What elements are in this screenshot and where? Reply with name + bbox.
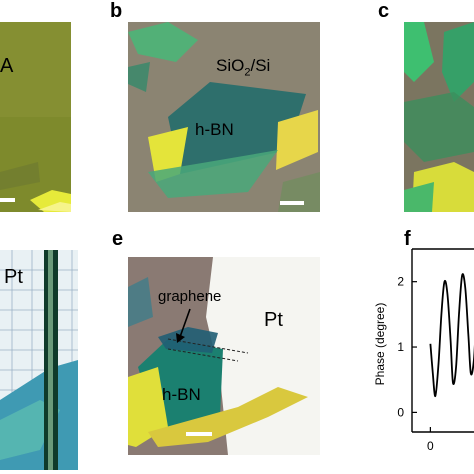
panel-c-micrograph: [404, 22, 474, 212]
panel-e-graphene-label: graphene: [158, 288, 222, 305]
panel-e-hbn-label: h-BN: [162, 385, 201, 404]
panel-e-label: e: [112, 228, 124, 250]
panel-a-scalebar: [0, 198, 15, 202]
panel-b: SiO2/Si h-BN: [128, 22, 320, 212]
panel-e-arrow: [176, 308, 191, 343]
panel-c: [404, 22, 474, 212]
panel-a-micrograph: [0, 22, 71, 212]
panel-d-micrograph: [0, 250, 78, 470]
panel-b-sio2-label: SiO2/Si: [216, 56, 271, 79]
panel-c-label: c: [378, 0, 390, 22]
panel-e: graphene Pt h-BN: [128, 257, 320, 455]
panel-e-pt-label: Pt: [264, 309, 283, 331]
panel-b-scalebar: [280, 201, 304, 205]
panel-b-label: b: [110, 0, 123, 22]
panel-b-micrograph: [128, 22, 320, 212]
panel-d-pt-label: Pt: [4, 266, 23, 288]
panel-a: A: [0, 22, 71, 212]
chart-y-axis-label: Phase (degree): [373, 303, 387, 386]
y-tick-label: 0: [397, 405, 404, 419]
panel-b-hbn-label: h-BN: [195, 120, 234, 139]
y-tick-label: 1: [397, 340, 404, 354]
panel-f-chart: 012 01 Phase (degree): [373, 248, 474, 453]
panel-a-text: A: [0, 55, 14, 77]
panel-d: Pt: [0, 250, 78, 470]
panel-e-scalebar: [186, 432, 212, 436]
x-tick-label: 0: [427, 439, 434, 453]
panel-f-label: f: [404, 228, 411, 250]
chart-series-line: [429, 273, 474, 398]
y-tick-label: 2: [397, 275, 404, 289]
